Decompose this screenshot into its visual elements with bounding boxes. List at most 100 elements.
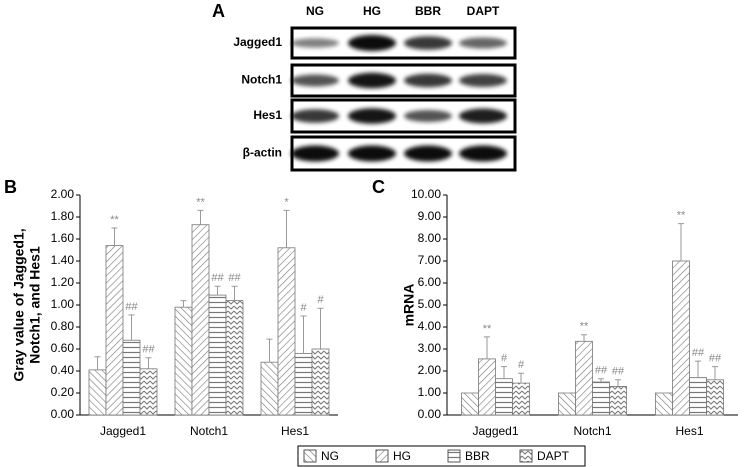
blot-band — [291, 109, 339, 123]
row-label: Hes1 — [253, 108, 282, 122]
y-tick-label: 0.60 — [51, 341, 75, 355]
blot-band — [404, 36, 452, 50]
blot-band — [348, 35, 396, 51]
significance-label: ## — [125, 301, 138, 313]
blot-band — [459, 108, 507, 124]
blot-band — [348, 145, 396, 162]
significance-label: ** — [580, 321, 589, 333]
lane-label: BBR — [415, 4, 441, 18]
y-tick-label: 1.40 — [51, 253, 75, 267]
significance-label: # — [518, 359, 525, 371]
error-bar — [518, 372, 524, 384]
bar — [277, 247, 296, 416]
y-tick-label: 0.20 — [51, 385, 75, 399]
bar — [609, 385, 627, 416]
significance-label: # — [300, 302, 307, 314]
error-bar — [214, 285, 221, 296]
bar — [461, 392, 479, 416]
x-tick-label: Notch1 — [573, 424, 611, 438]
bar — [174, 306, 193, 416]
error-bar — [128, 314, 135, 341]
bar — [208, 294, 227, 416]
bar — [260, 361, 279, 416]
error-bar — [678, 223, 684, 261]
blot-band — [404, 110, 452, 122]
legend-label: BBR — [465, 449, 490, 463]
error-bar — [712, 366, 718, 380]
significance-label: ** — [677, 210, 686, 222]
error-bar — [598, 378, 604, 382]
blot-band — [459, 74, 507, 87]
blot-band — [291, 145, 339, 162]
legend-swatch — [447, 449, 461, 463]
x-tick-label: Jagged1 — [472, 424, 518, 438]
bar — [495, 378, 513, 416]
bar — [592, 381, 610, 416]
bar — [689, 377, 707, 416]
legend-swatch — [303, 449, 317, 463]
y-tick-label: 1.00 — [51, 297, 75, 311]
error-bar — [484, 336, 490, 359]
y-tick-label: 3.00 — [418, 341, 442, 355]
y-tick-label: 7.00 — [418, 253, 442, 267]
bar — [655, 392, 673, 416]
error-bar — [615, 379, 621, 387]
significance-label: ** — [110, 214, 119, 226]
legend-label: HG — [393, 449, 411, 463]
y-tick-label: 10.00 — [411, 187, 441, 201]
x-tick-label: Hes1 — [675, 424, 703, 438]
blot-band — [404, 145, 452, 162]
legend-box — [297, 445, 586, 467]
error-bar — [197, 209, 204, 225]
lane-label: NG — [306, 4, 324, 18]
row-label: Jagged1 — [233, 35, 282, 49]
error-bar — [283, 209, 290, 248]
bar — [478, 358, 496, 416]
y-tick-label: 2.00 — [51, 187, 75, 201]
y-axis-title: Gray value of Jagged1, — [11, 228, 27, 381]
significance-label: # — [501, 353, 508, 365]
error-bar — [317, 307, 324, 349]
error-bar — [111, 227, 118, 246]
blot-band — [291, 38, 339, 48]
significance-label: ## — [142, 344, 155, 356]
significance-label: ** — [483, 323, 492, 335]
error-bar — [501, 366, 507, 379]
bar — [105, 245, 124, 416]
significance-label: ## — [692, 347, 705, 359]
y-axis-title: mRNA — [401, 284, 417, 327]
error-bar — [695, 360, 701, 378]
bar — [558, 392, 576, 416]
y-tick-label: 0.00 — [418, 407, 442, 421]
panel-label: B — [4, 177, 17, 197]
bar — [191, 224, 210, 416]
blot-band — [459, 145, 507, 162]
bar — [672, 260, 690, 416]
y-tick-label: 1.60 — [51, 231, 75, 245]
panel-label: C — [372, 177, 385, 197]
significance-label: ## — [595, 365, 608, 377]
blot-band — [348, 108, 396, 124]
significance-label: ## — [612, 366, 625, 378]
blot-band — [459, 37, 507, 49]
y-tick-label: 2.00 — [418, 363, 442, 377]
x-tick-label: Notch1 — [190, 424, 228, 438]
bar — [294, 352, 313, 416]
legend-label: DAPT — [537, 449, 570, 463]
y-tick-label: 9.00 — [418, 209, 442, 223]
bar — [706, 379, 724, 416]
bar — [225, 300, 244, 416]
y-tick-label: 1.00 — [418, 385, 442, 399]
y-tick-label: 1.80 — [51, 209, 75, 223]
significance-label: ## — [211, 272, 224, 284]
significance-label: ## — [228, 272, 241, 284]
legend-swatch — [375, 449, 389, 463]
row-label: β-actin — [243, 146, 282, 160]
significance-label: ** — [196, 196, 205, 208]
error-bar — [94, 356, 101, 370]
significance-label: ## — [709, 353, 722, 365]
error-bar — [581, 334, 587, 342]
error-bar — [180, 300, 187, 308]
bar — [88, 369, 107, 416]
legend-swatch — [519, 449, 533, 463]
